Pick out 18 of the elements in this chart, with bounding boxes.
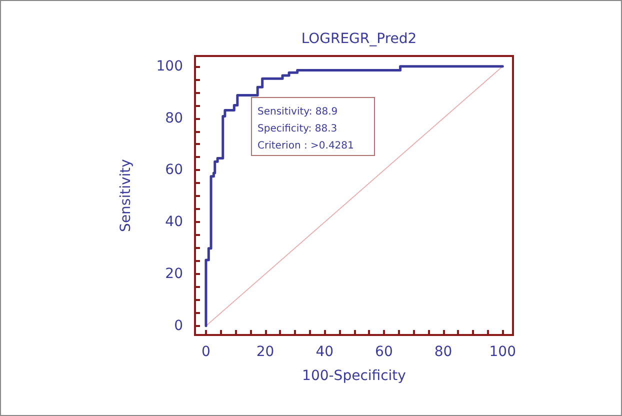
annotation: Criterion : >0.4281 — [258, 140, 354, 152]
y-tick-label: 80 — [165, 110, 183, 126]
y-tick-label: 0 — [174, 318, 183, 334]
x-tick-label: 60 — [375, 344, 393, 360]
x-tick-label: 0 — [202, 344, 210, 360]
y-tick-label: 60 — [165, 162, 183, 178]
y-tick-label: 100 — [156, 58, 183, 74]
x-tick-label: 40 — [316, 344, 334, 360]
x-tick-label: 100 — [489, 344, 516, 360]
annotation: Specificity: 88.3 — [258, 124, 338, 134]
x-tick-label: 80 — [434, 344, 452, 360]
annotation: Sensitivity: 88.9 — [258, 106, 338, 118]
x-axis-title: 100-Specificity — [302, 368, 406, 384]
y-tick-label: 20 — [165, 266, 183, 282]
y-axis-title: Sensitivity — [118, 159, 134, 232]
y-tick-label: 40 — [165, 214, 183, 230]
x-tick-label: 20 — [256, 344, 274, 360]
chart-title: LOGREGR_Pred2 — [301, 31, 417, 47]
